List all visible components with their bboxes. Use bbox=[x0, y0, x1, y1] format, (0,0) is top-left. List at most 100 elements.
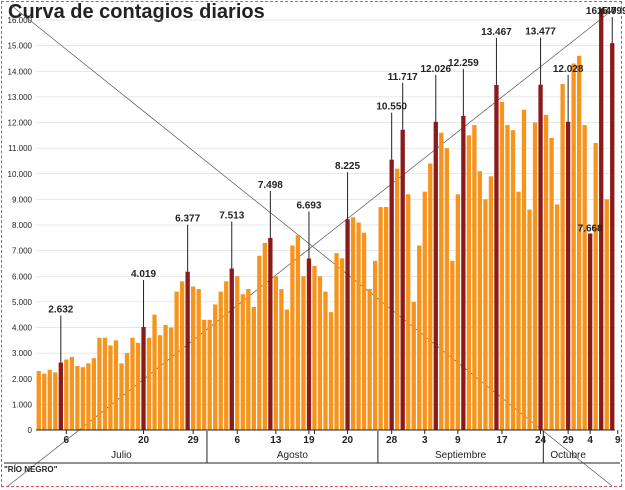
highlight-bar bbox=[141, 327, 146, 430]
bar bbox=[406, 194, 411, 430]
day-tick-label: 19 bbox=[303, 435, 315, 446]
y-tick-label: 4.000 bbox=[12, 324, 33, 333]
bar bbox=[196, 289, 201, 430]
data-label: 11.717 bbox=[388, 72, 418, 83]
bar bbox=[75, 365, 80, 430]
bar bbox=[235, 276, 240, 430]
bar bbox=[571, 63, 576, 430]
data-label: 13.477 bbox=[525, 27, 556, 38]
day-tick-label: 17 bbox=[496, 435, 508, 446]
day-tick-label: 29 bbox=[563, 435, 575, 446]
bar bbox=[334, 253, 339, 430]
bar bbox=[411, 301, 416, 430]
day-tick-label: 20 bbox=[138, 435, 150, 446]
bar bbox=[582, 125, 587, 430]
bar bbox=[262, 242, 267, 430]
y-tick-label: 1.000 bbox=[12, 400, 33, 409]
day-tick-label: 9 bbox=[615, 435, 621, 446]
bar bbox=[428, 163, 433, 430]
bar bbox=[119, 363, 124, 430]
day-tick-label: 6 bbox=[234, 435, 240, 446]
month-label: Septiembre bbox=[435, 450, 487, 461]
month-label: Octubre bbox=[550, 450, 586, 461]
bar bbox=[527, 209, 532, 430]
bar bbox=[483, 199, 488, 430]
bar bbox=[505, 125, 510, 430]
bar bbox=[328, 312, 334, 430]
y-tick-label: 6.000 bbox=[12, 272, 33, 281]
bar bbox=[130, 337, 135, 430]
data-label: 6.693 bbox=[296, 200, 321, 211]
bar bbox=[488, 176, 494, 430]
bar bbox=[384, 207, 389, 430]
bar bbox=[301, 276, 306, 430]
bar bbox=[207, 319, 212, 430]
highlight-bar bbox=[306, 258, 312, 430]
bar bbox=[157, 335, 163, 430]
highlight-bar bbox=[400, 129, 405, 430]
highlight-bar bbox=[494, 84, 499, 430]
y-tick-label: 2.000 bbox=[12, 375, 33, 384]
y-tick-label: 10.000 bbox=[8, 170, 33, 179]
bar bbox=[284, 309, 290, 430]
bar bbox=[372, 260, 378, 430]
highlight-bar bbox=[588, 233, 593, 430]
bar bbox=[279, 289, 284, 430]
bar bbox=[69, 356, 74, 430]
bar bbox=[113, 340, 119, 430]
day-tick-label: 24 bbox=[535, 435, 547, 446]
bar bbox=[516, 191, 521, 430]
data-label: 8.225 bbox=[335, 161, 360, 172]
data-label: 2.632 bbox=[48, 305, 73, 316]
bar bbox=[91, 358, 97, 430]
bar bbox=[80, 367, 86, 430]
bar bbox=[361, 232, 367, 430]
data-label: 6.377 bbox=[175, 214, 200, 225]
bar bbox=[472, 125, 477, 430]
bar bbox=[450, 260, 455, 430]
bar bbox=[135, 342, 141, 430]
bar bbox=[102, 337, 108, 430]
y-tick-label: 5.000 bbox=[12, 298, 33, 307]
bar bbox=[395, 168, 400, 430]
day-tick-label: 9 bbox=[455, 435, 461, 446]
bar bbox=[290, 245, 295, 430]
bar bbox=[213, 304, 218, 430]
bar bbox=[549, 137, 554, 430]
bar bbox=[466, 135, 472, 430]
y-tick-label: 13.000 bbox=[8, 93, 33, 102]
highlight-bar bbox=[185, 271, 190, 430]
y-tick-label: 11.000 bbox=[8, 144, 32, 153]
data-label: 13.467 bbox=[481, 27, 512, 38]
bar bbox=[295, 235, 301, 430]
bar bbox=[64, 359, 69, 430]
bar bbox=[312, 266, 317, 430]
data-label: 12.259 bbox=[448, 58, 479, 69]
highlight-bar bbox=[599, 8, 604, 431]
bar bbox=[47, 369, 52, 430]
bar bbox=[604, 199, 609, 430]
chart-title: Curva de contagios diarios bbox=[8, 1, 265, 23]
data-label: 7.513 bbox=[219, 211, 244, 222]
data-label: 16.447 bbox=[586, 6, 617, 17]
data-label: 10.550 bbox=[376, 102, 407, 113]
bar bbox=[108, 345, 113, 430]
highlight-bar bbox=[229, 268, 234, 430]
bar bbox=[593, 143, 598, 430]
highlight-bar bbox=[58, 362, 63, 430]
bar bbox=[499, 102, 505, 430]
bar bbox=[124, 353, 130, 430]
day-tick-label: 29 bbox=[188, 435, 200, 446]
day-tick-label: 6 bbox=[64, 435, 70, 446]
highlight-bar bbox=[268, 237, 273, 430]
bar bbox=[97, 337, 102, 430]
bar bbox=[42, 373, 47, 430]
data-label: 7.668 bbox=[578, 224, 603, 235]
bar bbox=[163, 324, 168, 430]
y-tick-label: 3.000 bbox=[12, 349, 33, 358]
bar bbox=[224, 281, 229, 430]
highlight-bar bbox=[345, 219, 350, 430]
y-tick-label: 9.000 bbox=[12, 195, 33, 204]
